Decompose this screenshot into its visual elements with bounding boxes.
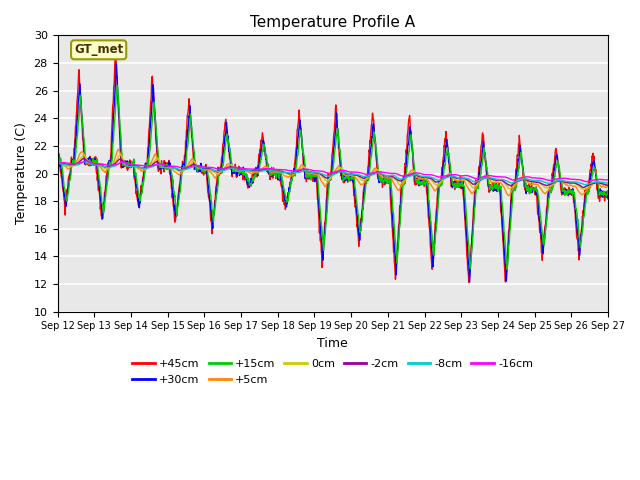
-2cm [418, 174, 426, 180]
Line: -16cm: -16cm [58, 161, 608, 181]
-16cm [83, 158, 90, 164]
-8cm [556, 178, 563, 183]
-8cm [418, 173, 426, 179]
Text: GT_met: GT_met [74, 43, 124, 56]
-2cm [54, 159, 61, 165]
-16cm [284, 168, 291, 173]
+15cm [604, 191, 612, 196]
-2cm [556, 178, 563, 184]
+30cm [54, 159, 61, 165]
+30cm [418, 180, 426, 186]
+30cm [113, 61, 120, 67]
+45cm [175, 182, 183, 188]
+30cm [284, 199, 291, 205]
Line: +45cm: +45cm [58, 51, 608, 282]
+30cm [270, 171, 278, 177]
+30cm [175, 186, 183, 192]
-16cm [175, 165, 183, 170]
+5cm [54, 159, 61, 165]
+15cm [509, 198, 516, 204]
-16cm [508, 177, 516, 183]
+5cm [505, 192, 513, 198]
Title: Temperature Profile A: Temperature Profile A [250, 15, 415, 30]
-16cm [556, 176, 563, 181]
+45cm [556, 178, 564, 183]
Line: +5cm: +5cm [58, 149, 608, 195]
+45cm [418, 176, 426, 181]
0cm [418, 174, 426, 180]
Line: -2cm: -2cm [58, 158, 608, 188]
-2cm [270, 168, 278, 174]
-16cm [418, 171, 426, 177]
+15cm [284, 198, 291, 204]
-2cm [284, 170, 291, 176]
+15cm [175, 190, 183, 196]
Line: -8cm: -8cm [58, 162, 608, 185]
+30cm [466, 279, 474, 285]
+45cm [509, 186, 516, 192]
+15cm [418, 180, 426, 186]
+5cm [270, 169, 278, 175]
+15cm [556, 169, 564, 175]
+45cm [54, 152, 61, 158]
0cm [54, 160, 61, 166]
+45cm [465, 279, 473, 285]
+30cm [604, 196, 612, 202]
-2cm [175, 167, 183, 173]
-2cm [604, 182, 612, 188]
-8cm [270, 168, 278, 174]
X-axis label: Time: Time [317, 337, 348, 350]
+5cm [556, 177, 564, 183]
+15cm [270, 169, 278, 175]
0cm [604, 181, 612, 187]
+30cm [509, 187, 516, 193]
-16cm [583, 179, 591, 184]
+5cm [604, 184, 612, 190]
-16cm [270, 166, 278, 172]
+5cm [175, 172, 183, 178]
-2cm [579, 185, 587, 191]
+45cm [112, 48, 120, 54]
Legend: +45cm, +30cm, +15cm, +5cm, 0cm, -2cm, -8cm, -16cm: +45cm, +30cm, +15cm, +5cm, 0cm, -2cm, -8… [128, 355, 538, 389]
0cm [270, 168, 278, 174]
Line: +15cm: +15cm [58, 85, 608, 269]
-8cm [54, 161, 61, 167]
0cm [556, 177, 563, 183]
+5cm [115, 146, 122, 152]
-2cm [80, 156, 88, 161]
0cm [175, 168, 183, 174]
-8cm [604, 180, 612, 186]
+15cm [503, 266, 511, 272]
+5cm [284, 174, 291, 180]
-8cm [81, 159, 88, 165]
+45cm [270, 169, 278, 175]
-16cm [604, 177, 612, 182]
0cm [508, 185, 516, 191]
0cm [116, 152, 124, 158]
Line: 0cm: 0cm [58, 155, 608, 190]
-16cm [54, 159, 61, 165]
Line: +30cm: +30cm [58, 64, 608, 282]
+5cm [509, 187, 516, 192]
0cm [284, 171, 291, 177]
+30cm [556, 173, 564, 179]
0cm [580, 187, 588, 192]
Y-axis label: Temperature (C): Temperature (C) [15, 122, 28, 225]
-8cm [284, 170, 291, 176]
+5cm [418, 176, 426, 181]
-8cm [175, 167, 183, 172]
+15cm [113, 83, 121, 88]
-8cm [508, 180, 516, 186]
-2cm [508, 182, 516, 188]
+45cm [284, 193, 291, 199]
+15cm [54, 156, 61, 162]
+45cm [604, 191, 612, 197]
-8cm [582, 182, 589, 188]
